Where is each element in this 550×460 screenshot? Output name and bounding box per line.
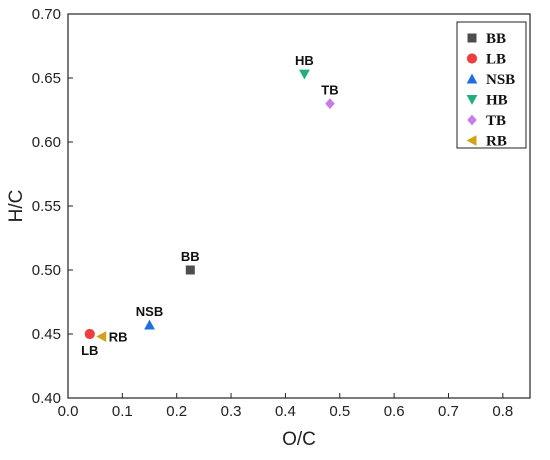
legend-label-tb: TB (486, 113, 506, 129)
y-tick-label: 0.55 (32, 198, 61, 215)
point-label-tb: TB (321, 83, 338, 98)
x-tick-label: 0.0 (58, 403, 79, 420)
x-tick-label: 0.7 (438, 403, 459, 420)
legend-marker-nsb (466, 73, 478, 84)
data-point-rb (96, 331, 107, 342)
x-tick-label: 0.3 (221, 403, 242, 420)
point-label-rb: RB (109, 330, 128, 345)
x-axis: 0.0 0.1 0.2 0.3 0.4 0.5 0.6 0.7 0.8 (58, 393, 513, 420)
data-point-nsb (144, 319, 155, 330)
legend-label-bb: BB (486, 31, 506, 47)
legend-marker-tb (467, 114, 477, 126)
y-axis: 0.40 0.45 0.50 0.55 0.60 0.65 0.70 (32, 6, 73, 407)
point-label-bb: BB (181, 249, 200, 264)
data-point-lb (84, 328, 95, 340)
legend-marker-rb (466, 135, 477, 146)
legend-marker-lb (466, 53, 478, 64)
data-points: BB LB NSB HB TB RB (81, 53, 339, 358)
x-tick-label: 0.6 (384, 403, 405, 420)
legend: BB LB NSB HB TB RB (456, 21, 527, 150)
y-tick-label: 0.70 (32, 6, 61, 23)
x-tick-label: 0.5 (329, 403, 350, 420)
legend-label-hb: HB (486, 93, 508, 109)
point-label-hb: HB (295, 53, 314, 68)
y-tick-label: 0.50 (32, 262, 61, 279)
data-point-tb (325, 98, 335, 109)
x-tick-label: 0.8 (492, 403, 513, 420)
legend-box (456, 21, 527, 149)
legend-marker-bb (467, 33, 477, 43)
y-tick-label: 0.60 (32, 134, 61, 151)
x-tick-label: 0.2 (166, 403, 187, 420)
y-tick-label: 0.45 (32, 326, 61, 343)
point-label-nsb: NSB (136, 304, 163, 319)
legend-label-lb: LB (486, 52, 506, 68)
legend-marker-hb (466, 95, 478, 105)
legend-label-nsb: NSB (486, 72, 515, 88)
point-label-lb: LB (81, 343, 98, 358)
data-point-hb (299, 69, 310, 80)
y-axis-title: H/C (6, 190, 27, 223)
x-tick-label: 0.1 (112, 403, 133, 420)
legend-label-rb: RB (486, 134, 507, 150)
x-tick-label: 0.4 (275, 403, 296, 420)
x-axis-title: O/C (282, 429, 316, 450)
y-tick-label: 0.40 (32, 390, 61, 407)
data-point-bb (185, 265, 195, 275)
y-tick-label: 0.65 (32, 70, 61, 87)
